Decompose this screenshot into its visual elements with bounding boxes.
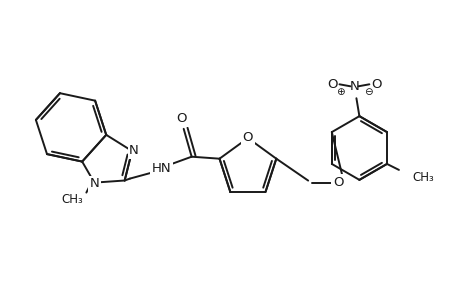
Text: N: N	[349, 80, 358, 93]
Text: CH₃: CH₃	[412, 171, 434, 184]
Text: HN: HN	[151, 162, 171, 175]
Text: N: N	[89, 177, 99, 190]
Text: N: N	[129, 145, 139, 158]
Text: O: O	[242, 130, 252, 144]
Text: O: O	[332, 176, 342, 189]
Text: CH₃: CH₃	[62, 193, 83, 206]
Text: ⊖: ⊖	[363, 87, 372, 97]
Text: O: O	[176, 112, 186, 125]
Text: O: O	[326, 78, 337, 91]
Text: ⊕: ⊕	[336, 87, 344, 97]
Text: O: O	[370, 78, 381, 91]
